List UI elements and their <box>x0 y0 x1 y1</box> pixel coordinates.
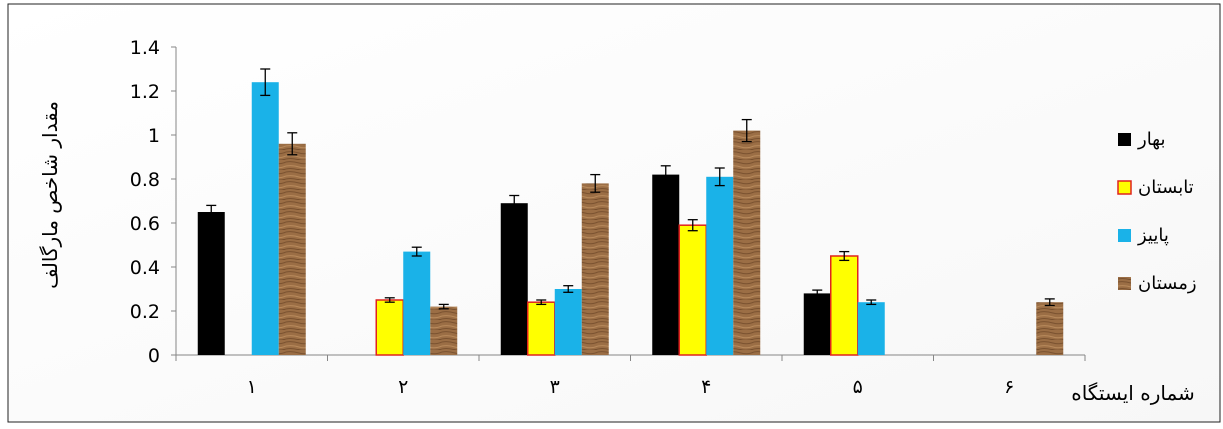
x-tick-label: ۱ <box>247 376 257 398</box>
plot-background <box>7 3 1221 423</box>
bar-2-4 <box>678 224 707 356</box>
bar-2-2 <box>375 299 404 356</box>
bar-3-3 <box>554 289 582 355</box>
bar-1-1 <box>197 212 225 355</box>
y-tick-label: 1.2 <box>130 81 160 103</box>
bar-3-5 <box>857 302 885 355</box>
legend-swatch-4 <box>1118 277 1131 290</box>
x-tick-label: ۳ <box>550 376 560 398</box>
x-axis-title: شماره ایستگاه <box>1071 381 1195 405</box>
x-tick-label: ۲ <box>398 376 408 398</box>
bar-4-3 <box>581 183 609 355</box>
y-tick-label: 1.4 <box>130 37 160 59</box>
y-tick-label: 1 <box>148 125 160 147</box>
bar-4-2 <box>430 306 458 355</box>
legend-swatch-3 <box>1118 229 1131 242</box>
bar-4-1 <box>278 143 306 355</box>
bar-1-5 <box>803 293 831 355</box>
y-tick-label: 0.6 <box>130 213 160 235</box>
bar-3-4 <box>706 176 734 355</box>
x-tick-label: ۵ <box>853 376 863 398</box>
legend-label-2: تابستان <box>1138 177 1194 198</box>
legend-label-1: بهار <box>1137 129 1165 150</box>
bar-3-1 <box>251 82 279 355</box>
legend-label-3: پاییز <box>1137 225 1169 246</box>
bar-2-5 <box>830 255 859 356</box>
bar-2-3 <box>527 301 556 356</box>
bar-1-4 <box>652 174 680 355</box>
bar-4-6 <box>1036 302 1064 355</box>
x-tick-label: ۴ <box>701 376 711 398</box>
legend-swatch-2 <box>1117 180 1132 195</box>
y-tick-label: 0 <box>148 345 160 367</box>
legend-swatch-1 <box>1118 133 1131 146</box>
legend-label-4: زمستان <box>1138 273 1197 294</box>
y-tick-label: 0.4 <box>130 257 160 279</box>
bar-1-3 <box>500 203 528 355</box>
x-tick-label: ۶ <box>1004 376 1014 398</box>
bar-3-2 <box>403 251 431 355</box>
bar-4-4 <box>733 130 761 355</box>
y-tick-label: 0.8 <box>130 169 160 191</box>
y-axis-title: مقدار شاخص مارگالف <box>38 101 62 289</box>
y-tick-label: 0.2 <box>130 301 160 323</box>
